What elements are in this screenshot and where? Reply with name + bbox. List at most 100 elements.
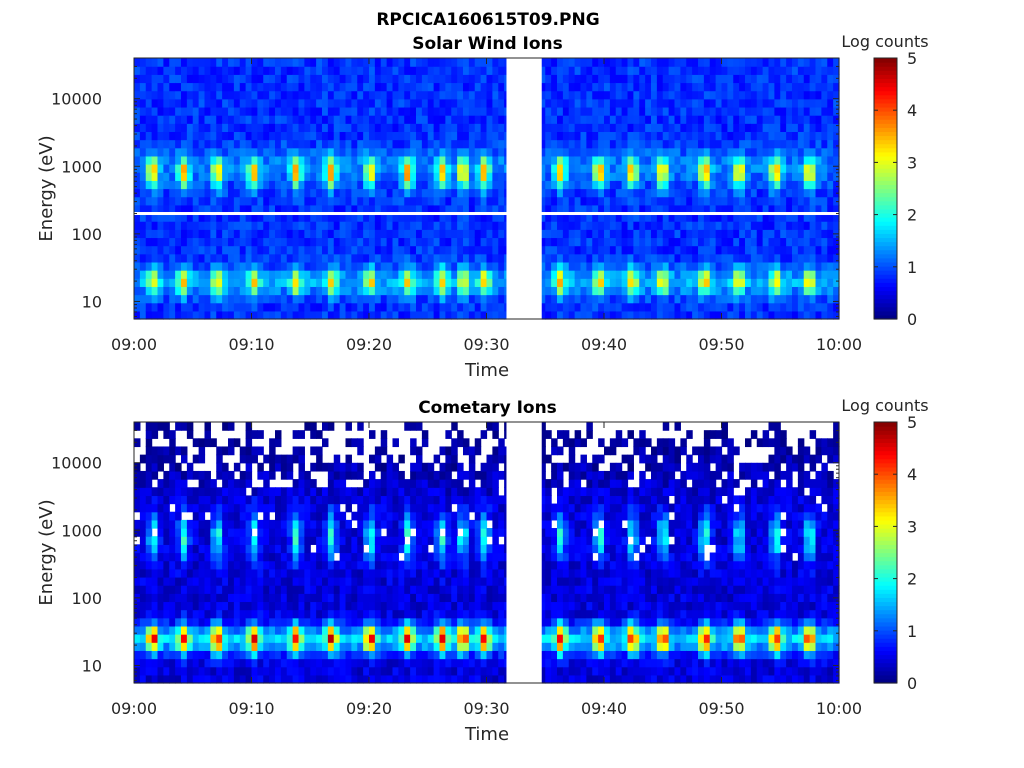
heatmap-cell — [222, 90, 229, 100]
heatmap-cell — [263, 302, 270, 312]
heatmap-cell — [827, 253, 834, 263]
heatmap-cell — [792, 74, 799, 84]
heatmap-cell — [639, 74, 646, 84]
heatmap-cell — [821, 131, 828, 141]
heatmap-cell — [374, 82, 382, 92]
heatmap-cell — [727, 188, 734, 198]
heatmap-cell — [327, 253, 335, 263]
heatmap-cell — [369, 270, 376, 279]
heatmap-cell — [192, 519, 200, 529]
heatmap-cell — [175, 642, 182, 651]
heatmap-cell — [363, 237, 370, 247]
heatmap-cell — [727, 310, 734, 320]
heatmap-cell — [145, 286, 153, 296]
heatmap-cell — [298, 294, 305, 304]
heatmap-cell — [186, 601, 194, 611]
heatmap-cell — [322, 164, 329, 173]
heatmap-cell — [139, 302, 147, 312]
heatmap-cell — [369, 172, 376, 181]
heatmap-cell — [739, 58, 746, 67]
heatmap-cell — [134, 503, 141, 513]
heatmap-cell — [245, 106, 253, 116]
heatmap-cell — [175, 90, 182, 100]
heatmap-cell — [803, 286, 811, 296]
heatmap-cell — [228, 576, 235, 586]
heatmap-cell — [263, 131, 270, 141]
heatmap-cell — [151, 601, 159, 611]
heatmap-cell — [627, 294, 634, 304]
heatmap-cell — [257, 585, 264, 594]
heatmap-cell — [139, 237, 147, 247]
heatmap-cell — [656, 139, 664, 149]
heatmap-cell — [280, 212, 288, 222]
heatmap-cell — [404, 66, 411, 75]
heatmap-cell — [768, 229, 775, 239]
heatmap-cell — [715, 261, 723, 271]
heatmap-cell — [216, 650, 223, 660]
heatmap-cell — [745, 155, 752, 165]
heatmap-cell — [163, 155, 170, 165]
heatmap-cell — [257, 221, 264, 230]
heatmap-cell — [345, 90, 352, 100]
heatmap-cell — [668, 310, 676, 320]
heatmap-cell — [792, 180, 799, 190]
heatmap-cell — [192, 131, 200, 141]
heatmap-cell — [157, 617, 164, 627]
heatmap-cell — [286, 528, 294, 537]
heatmap-cell — [686, 278, 693, 287]
heatmap-cell — [192, 66, 200, 75]
heatmap-cell — [557, 245, 564, 255]
heatmap-cell — [827, 270, 834, 279]
heatmap-cell — [627, 204, 634, 214]
heatmap-cell — [645, 106, 652, 116]
heatmap-cell — [545, 115, 552, 124]
heatmap-cell — [151, 544, 159, 554]
heatmap-cell — [181, 253, 188, 263]
heatmap-cell — [151, 470, 159, 480]
heatmap-cell — [592, 212, 599, 222]
heatmap-cell — [292, 544, 300, 554]
heatmap-cell — [639, 253, 646, 263]
heatmap-cell — [304, 164, 311, 173]
heatmap-cell — [145, 90, 153, 100]
heatmap-cell — [386, 98, 394, 108]
heatmap-cell — [474, 139, 482, 149]
heatmap-cell — [210, 593, 217, 603]
colorbar-swatch — [874, 225, 897, 230]
heatmap-cell — [815, 106, 822, 116]
heatmap-cell — [374, 90, 382, 100]
heatmap-cell — [457, 253, 464, 263]
heatmap-cell — [369, 221, 376, 230]
heatmap-cell — [574, 58, 582, 67]
heatmap-cell — [815, 155, 822, 165]
heatmap-cell — [192, 617, 200, 627]
heatmap-cell — [557, 302, 564, 312]
heatmap-cell — [551, 82, 558, 92]
heatmap-cell — [463, 204, 470, 214]
heatmap-cell — [275, 503, 282, 513]
heatmap-cell — [369, 74, 376, 84]
heatmap-cell — [780, 180, 787, 190]
heatmap-cell — [151, 560, 159, 570]
heatmap-cell — [463, 172, 470, 181]
heatmap-cell — [286, 658, 294, 668]
heatmap-cell — [357, 123, 364, 133]
heatmap-cell — [604, 98, 611, 108]
heatmap-cell — [427, 123, 435, 133]
heatmap-cell — [198, 245, 206, 255]
heatmap-cell — [333, 82, 341, 92]
heatmap-cell — [310, 519, 317, 529]
heatmap-cell — [433, 229, 441, 239]
heatmap-cell — [762, 253, 770, 263]
heatmap-cell — [598, 245, 605, 255]
heatmap-cell — [474, 115, 482, 124]
heatmap-cell — [257, 666, 264, 676]
heatmap-cell — [609, 302, 617, 312]
heatmap-cell — [175, 147, 182, 157]
heatmap-cell — [228, 253, 235, 263]
heatmap-cell — [333, 617, 341, 627]
heatmap-cell — [233, 90, 241, 100]
heatmap-cell — [216, 164, 223, 173]
heatmap-cell — [398, 172, 405, 181]
heatmap-cell — [392, 237, 399, 247]
